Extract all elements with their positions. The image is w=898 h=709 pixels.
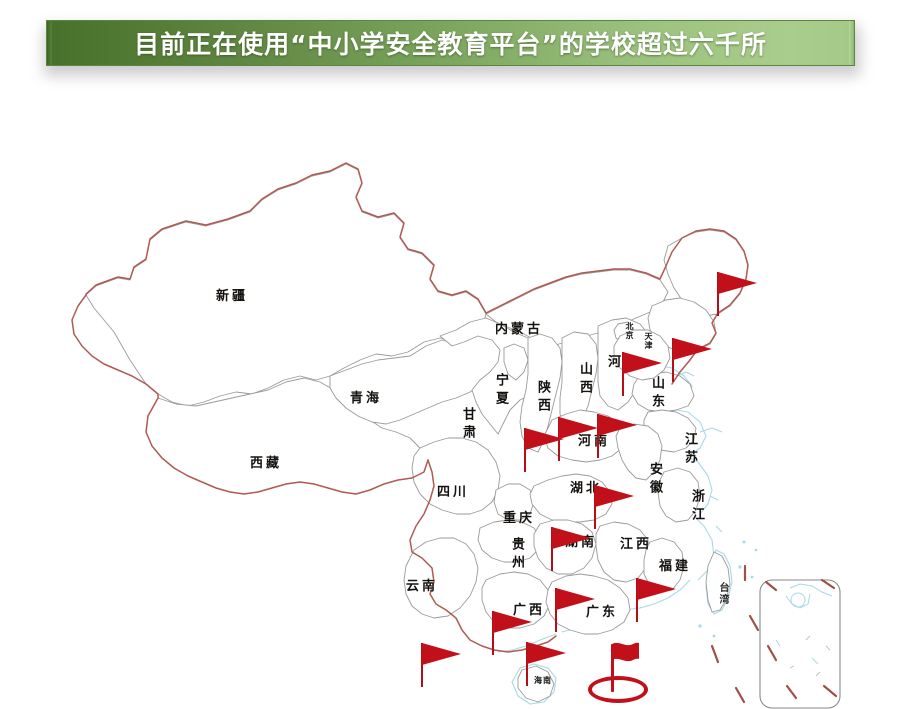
flag-yunnan[interactable]: [421, 643, 463, 687]
flag-liaoning[interactable]: [622, 352, 664, 396]
nine-dash-line-group: [710, 564, 838, 704]
south-china-sea-inset: [759, 579, 841, 709]
flag-guangdong[interactable]: [588, 640, 648, 703]
flag-henan[interactable]: [594, 485, 636, 529]
inset-coastline: [775, 583, 833, 665]
flag-pole: [597, 414, 599, 458]
flag-pole: [717, 272, 719, 316]
flag-guangxi[interactable]: [526, 642, 568, 686]
china-map-svg: [71, 162, 841, 709]
flag-triangle-icon: [718, 272, 757, 294]
flag-hebei[interactable]: [597, 414, 639, 458]
flag-pole: [526, 642, 528, 686]
national-border: [71, 162, 749, 653]
flag-triangle-icon: [559, 417, 598, 439]
flag-pole: [672, 338, 674, 382]
flag-heilongjiang[interactable]: [717, 272, 759, 316]
flag-pole: [421, 643, 423, 687]
headquarters-ring: [588, 676, 648, 703]
flag-triangle-icon: [598, 414, 637, 436]
flag-triangle-icon: [556, 588, 595, 610]
flag-triangle-icon: [595, 485, 634, 507]
flag-hunan[interactable]: [555, 588, 597, 632]
wavy-flag-icon: [612, 642, 639, 662]
flag-pole: [611, 644, 614, 692]
flag-jiangxi[interactable]: [636, 578, 678, 622]
flag-triangle-icon: [525, 428, 564, 450]
inset-small-islands: [789, 635, 831, 677]
flag-triangle-icon: [623, 352, 662, 374]
flag-hubei[interactable]: [551, 527, 593, 571]
flag-guizhou[interactable]: [492, 611, 534, 655]
flag-triangle-icon: [422, 643, 461, 665]
flag-pole: [594, 485, 596, 529]
title-banner: 目前正在使用“中小学安全教育平台”的学校超过六千所: [46, 20, 855, 66]
flag-jilin[interactable]: [672, 338, 714, 382]
flag-triangle-icon: [527, 642, 566, 664]
flag-shaanxi[interactable]: [524, 428, 566, 472]
flag-pole: [524, 428, 526, 472]
flag-pole: [555, 588, 557, 632]
china-map: 新疆 西藏 青海 甘肃 内蒙古 宁夏 陕西 山西 河北 北京 天津 山东 河南 江苏 安徽 四川 重庆 湖北 浙江贵…: [0, 80, 898, 709]
flag-triangle-icon: [493, 611, 532, 633]
flag-pole: [622, 352, 624, 396]
page-title: 目前正在使用“中小学安全教育平台”的学校超过六千所: [134, 30, 767, 59]
flag-pole: [636, 578, 638, 622]
flag-pole: [492, 611, 494, 655]
flag-triangle-icon: [673, 338, 712, 360]
flag-pole: [551, 527, 553, 571]
flag-triangle-icon: [552, 527, 591, 549]
flag-triangle-icon: [637, 578, 676, 600]
sea-dots: [698, 540, 758, 638]
